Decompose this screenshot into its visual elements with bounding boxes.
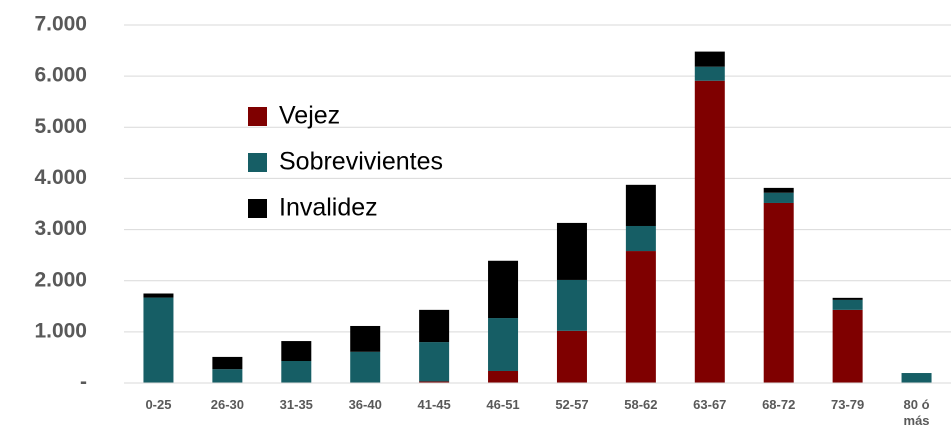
bar-segment [419, 381, 450, 383]
y-tick-label: - [80, 371, 87, 394]
bar-segment [556, 330, 587, 383]
y-tick-label: 6.000 [34, 64, 87, 87]
bar-segment [625, 225, 656, 252]
bar-segment [832, 297, 863, 300]
bar-segment [281, 361, 312, 383]
x-tick-label: 73-79 [831, 397, 865, 412]
bar-segment [556, 279, 587, 331]
x-tick-label: 31-35 [279, 397, 313, 412]
bar-segment [419, 342, 450, 382]
x-tick-label: 26-30 [210, 397, 244, 412]
y-tick-label: 5.000 [34, 115, 87, 138]
bar-segment [556, 222, 587, 280]
bar-segment [901, 373, 932, 383]
bar-segment [350, 325, 381, 352]
x-tick-label: 36-40 [348, 397, 382, 412]
y-tick-label: 1.000 [34, 319, 87, 342]
bar-segment [488, 318, 519, 371]
y-tick-label: 3.000 [34, 217, 87, 240]
legend-label: Vejez [279, 102, 340, 130]
bar-segment [763, 192, 794, 203]
bar-segment [625, 251, 656, 383]
bar-segment [212, 369, 243, 383]
x-tick-label: 58-62 [624, 397, 658, 412]
x-tick-label: 41-45 [417, 397, 451, 412]
bar-segment [694, 51, 725, 67]
y-tick-label: 7.000 [34, 13, 87, 36]
bar-segment [419, 309, 450, 343]
bar-segment [832, 299, 863, 310]
x-tick-label: 52-57 [555, 397, 589, 412]
bar-segment [832, 309, 863, 383]
x-tick-label: 80 ó más [903, 397, 930, 428]
x-tick-label: 68-72 [762, 397, 796, 412]
bar-segment [281, 341, 312, 362]
bar-segment [763, 187, 794, 193]
y-tick-label: 4.000 [34, 166, 87, 189]
bar-segment [488, 370, 519, 383]
legend-label: Invalidez [279, 194, 378, 222]
y-tick-label: 2.000 [34, 268, 87, 291]
bar-segment [488, 260, 519, 319]
bar-segment [625, 184, 656, 226]
legend-swatch [248, 107, 267, 126]
bar-segment [694, 66, 725, 81]
bar-segment [694, 80, 725, 383]
bar-segment [212, 356, 243, 370]
x-tick-label: 0-25 [145, 397, 172, 412]
legend-label: Sobrevivientes [279, 148, 443, 176]
bar-segment [143, 297, 174, 383]
bar-segment [143, 293, 174, 298]
bar-segment [763, 202, 794, 383]
x-tick-label: 46-51 [486, 397, 520, 412]
bar-segment [350, 351, 381, 383]
legend-swatch [248, 153, 267, 172]
x-tick-label: 63-67 [693, 397, 727, 412]
legend-swatch [248, 199, 267, 218]
